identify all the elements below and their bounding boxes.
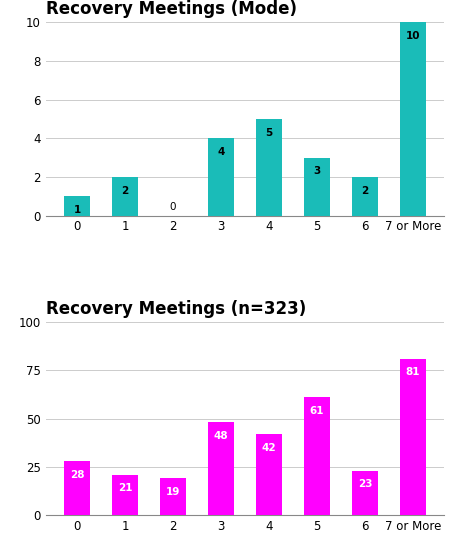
- Bar: [400, 358, 426, 515]
- Text: 4: 4: [218, 147, 225, 157]
- Bar: [112, 475, 138, 515]
- Text: 28: 28: [70, 470, 84, 480]
- Text: Recovery Meetings (Mode): Recovery Meetings (Mode): [46, 0, 297, 18]
- Text: 21: 21: [118, 483, 132, 493]
- Bar: [64, 461, 90, 515]
- Bar: [352, 471, 378, 515]
- Bar: [112, 177, 138, 216]
- Bar: [352, 177, 378, 216]
- Text: 5: 5: [265, 127, 273, 137]
- Text: 2: 2: [361, 186, 369, 196]
- Bar: [160, 479, 186, 515]
- Text: 42: 42: [262, 443, 276, 453]
- Bar: [64, 196, 90, 216]
- Bar: [256, 119, 282, 216]
- Text: 3: 3: [313, 166, 321, 176]
- Text: Recovery Meetings (n=323): Recovery Meetings (n=323): [46, 300, 306, 317]
- Text: 1: 1: [73, 205, 81, 215]
- Bar: [304, 157, 330, 216]
- Text: 19: 19: [166, 487, 180, 497]
- Bar: [208, 422, 234, 515]
- Text: 2: 2: [121, 186, 129, 196]
- Text: 81: 81: [406, 367, 420, 377]
- Text: 61: 61: [310, 406, 324, 416]
- Bar: [304, 397, 330, 515]
- Bar: [208, 138, 234, 216]
- Text: 10: 10: [406, 31, 420, 41]
- Text: 23: 23: [358, 479, 372, 489]
- Text: 48: 48: [214, 431, 229, 441]
- Text: 0: 0: [170, 202, 176, 212]
- Bar: [400, 22, 426, 216]
- Bar: [256, 434, 282, 515]
